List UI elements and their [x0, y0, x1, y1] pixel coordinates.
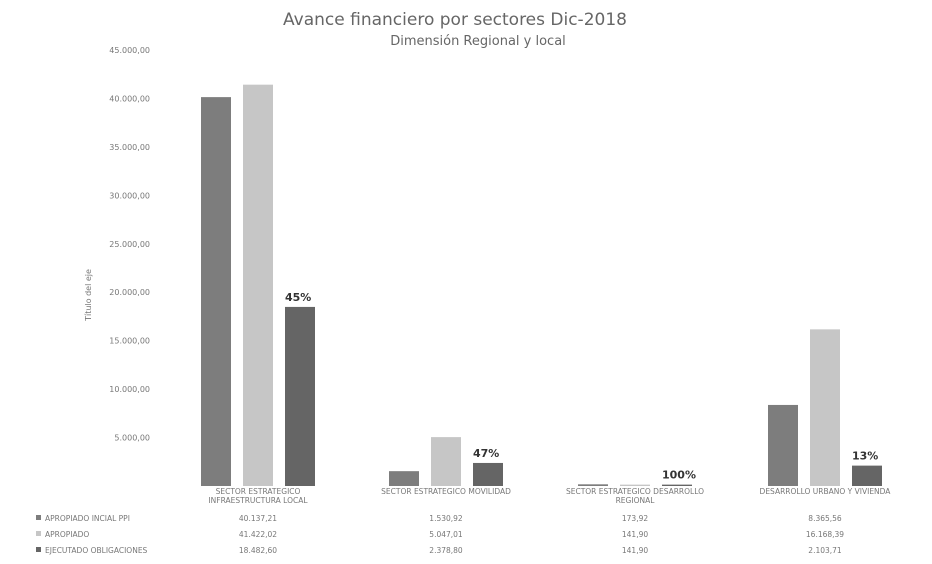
table-cell: 2.103,71 — [808, 546, 842, 555]
legend-entry: EJECUTADO OBLIGACIONES — [45, 546, 148, 555]
bar — [473, 462, 503, 486]
y-tick-label: 5.000,00 — [114, 434, 150, 443]
table-cell: 18.482,60 — [239, 546, 277, 555]
legend-key — [36, 515, 41, 520]
y-tick-label: 15.000,00 — [109, 337, 150, 346]
chart-subtitle: Dimensión Regional y local — [390, 34, 566, 49]
y-tick-label: 45.000,00 — [109, 46, 150, 55]
y-axis-ticks: 5.000,00 10.000,00 15.000,00 20.000,00 25.00… — [109, 46, 150, 443]
bar — [662, 484, 692, 486]
category-label: SECTOR ESTRATEGICO MOVILIDAD — [381, 487, 511, 496]
bar — [620, 484, 650, 486]
legend-entry: APROPIADO — [45, 530, 89, 539]
table-cell: 173,92 — [622, 514, 648, 523]
bar — [201, 97, 231, 487]
bar — [389, 471, 419, 486]
data-table: APROPIADO INCIAL PPI 40.137,21 1.530,92 173… — [36, 514, 844, 555]
percentage-labels: 45% 47% 100% 13% — [285, 291, 878, 482]
y-axis-label: Título del eje — [84, 269, 93, 322]
table-cell: 141,90 — [622, 546, 648, 555]
bars-group — [201, 84, 882, 487]
y-tick-label: 35.000,00 — [109, 143, 150, 152]
bar — [431, 437, 461, 486]
y-tick-label: 20.000,00 — [109, 288, 150, 297]
bar — [810, 329, 840, 486]
chart-title: Avance financiero por sectores Dic-2018 — [283, 10, 627, 30]
y-tick-label: 25.000,00 — [109, 240, 150, 249]
table-cell: 40.137,21 — [239, 514, 277, 523]
y-tick-label: 10.000,00 — [109, 385, 150, 394]
legend-key — [36, 531, 41, 536]
table-cell: 41.422,02 — [239, 530, 277, 539]
category-label: SECTOR ESTRATEGICO DESARROLLO — [566, 487, 704, 496]
percentage-label: 45% — [285, 291, 311, 304]
y-tick-label: 40.000,00 — [109, 94, 150, 103]
bar — [768, 404, 798, 486]
table-cell: 2.378,80 — [429, 546, 463, 555]
category-label: INFRAESTRUCTURA LOCAL — [208, 496, 308, 505]
bar — [243, 84, 273, 486]
y-tick-label: 30.000,00 — [109, 191, 150, 200]
table-cell: 141,90 — [622, 530, 648, 539]
legend-key — [36, 547, 41, 552]
legend-entry: APROPIADO INCIAL PPI — [45, 514, 130, 523]
bar — [852, 465, 882, 486]
table-cell: 1.530,92 — [429, 514, 463, 523]
percentage-label: 47% — [473, 447, 499, 460]
table-cell: 16.168,39 — [806, 530, 844, 539]
category-label: DESARROLLO URBANO Y VIVIENDA — [760, 487, 892, 496]
bar — [578, 484, 608, 486]
category-label: REGIONAL — [616, 496, 656, 505]
category-label: SECTOR ESTRATEGICO — [216, 487, 301, 496]
bar — [285, 306, 315, 486]
percentage-label: 13% — [852, 450, 878, 463]
table-cell: 5.047,01 — [429, 530, 463, 539]
percentage-label: 100% — [662, 469, 696, 482]
table-cell: 8.365,56 — [808, 514, 842, 523]
